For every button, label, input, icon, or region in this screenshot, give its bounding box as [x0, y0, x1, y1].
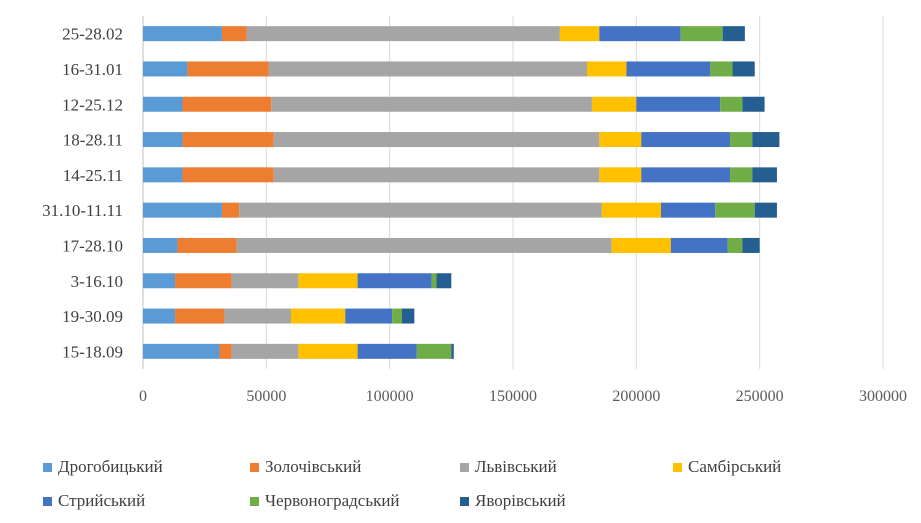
bar-segment	[715, 202, 755, 218]
bar-segment	[431, 273, 437, 289]
bar-segment	[231, 343, 299, 359]
bar-segment	[742, 96, 765, 112]
bar-segment	[143, 273, 176, 289]
bar-segment	[239, 202, 602, 218]
bar-segment	[143, 343, 220, 359]
x-tick-label: 200000	[612, 388, 660, 405]
bar-segment	[599, 167, 642, 183]
bar-segment	[177, 237, 237, 253]
bar-segment	[187, 61, 269, 77]
bars	[143, 26, 780, 359]
x-tick-labels: 0 50000 100000 150000 200000 250000 300000	[139, 388, 907, 405]
bar-segment	[271, 96, 592, 112]
x-tick-label: 250000	[736, 388, 784, 405]
bar-segment	[587, 61, 627, 77]
bar-segment	[451, 343, 454, 359]
bar-segment	[641, 132, 731, 148]
category-label: 16-31.01	[62, 60, 123, 79]
bar-segment	[680, 26, 723, 42]
bar-segment	[221, 26, 247, 42]
bar-segment	[143, 308, 176, 324]
bar-segment	[236, 237, 612, 253]
bar-segment	[402, 308, 415, 324]
bar-segment	[392, 308, 402, 324]
bar-segment	[641, 167, 731, 183]
bar-segment	[143, 61, 188, 77]
bar-segment	[754, 202, 777, 218]
bar-segment	[591, 96, 637, 112]
bar-segment	[416, 343, 452, 359]
category-labels: 25-28.02 16-31.01 12-25.12 18-28.11 14-25.11…	[42, 25, 123, 362]
bar-segment	[143, 202, 222, 218]
bar-segment	[732, 61, 755, 77]
bar-segment	[143, 132, 183, 148]
category-label: 18-28.11	[63, 131, 123, 150]
bar-segment	[599, 132, 642, 148]
bar-segment	[273, 167, 600, 183]
category-label: 15-18.09	[62, 342, 123, 361]
bar-segment	[357, 273, 432, 289]
x-tick-label: 50000	[246, 388, 286, 405]
bar-segment	[752, 132, 780, 148]
bar-segment	[722, 26, 745, 42]
x-tick-label: 150000	[489, 388, 537, 405]
bar-segment	[742, 237, 760, 253]
bar-segment	[730, 167, 753, 183]
bar-segment	[175, 273, 232, 289]
bar-segment	[224, 308, 291, 324]
bar-segment	[710, 61, 733, 77]
bar-segment	[291, 308, 346, 324]
bar-segment	[298, 273, 358, 289]
bar-segment	[626, 61, 711, 77]
bar-segment	[661, 202, 716, 218]
bar-segment	[273, 132, 600, 148]
category-label: 19-30.09	[62, 307, 123, 326]
bar-segment	[670, 237, 728, 253]
category-label: 31.10-11.11	[42, 201, 123, 220]
bar-segment	[268, 61, 587, 77]
bar-segment	[752, 167, 777, 183]
bar-segment	[357, 343, 417, 359]
category-label: 12-25.12	[62, 95, 123, 114]
bar-segment	[720, 96, 743, 112]
bar-segment	[559, 26, 600, 42]
bar-segment	[143, 167, 183, 183]
bar-segment	[246, 26, 560, 42]
bar-segment	[175, 308, 225, 324]
category-label: 17-28.10	[62, 236, 123, 255]
bar-segment	[231, 273, 299, 289]
bar-segment	[345, 308, 393, 324]
bar-segment	[182, 167, 274, 183]
x-tick-label: 100000	[366, 388, 414, 405]
category-label: 14-25.11	[63, 166, 123, 185]
bar-segment	[599, 26, 681, 42]
x-tick-label: 300000	[859, 388, 907, 405]
bar-segment	[143, 237, 178, 253]
bar-segment	[636, 96, 721, 112]
bar-segment	[727, 237, 743, 253]
bar-segment	[221, 202, 240, 218]
bar-segment	[182, 96, 272, 112]
category-label: 3-16.10	[71, 272, 123, 291]
bar-segment	[143, 96, 183, 112]
x-tick-label: 0	[139, 388, 147, 405]
category-label: 25-28.02	[62, 25, 123, 44]
bar-segment	[436, 273, 452, 289]
bar-segment	[611, 237, 671, 253]
bar-segment	[219, 343, 232, 359]
bar-segment	[730, 132, 753, 148]
bar-segment	[182, 132, 274, 148]
bar-segment	[601, 202, 661, 218]
bar-segment	[298, 343, 358, 359]
bar-segment	[143, 26, 222, 42]
